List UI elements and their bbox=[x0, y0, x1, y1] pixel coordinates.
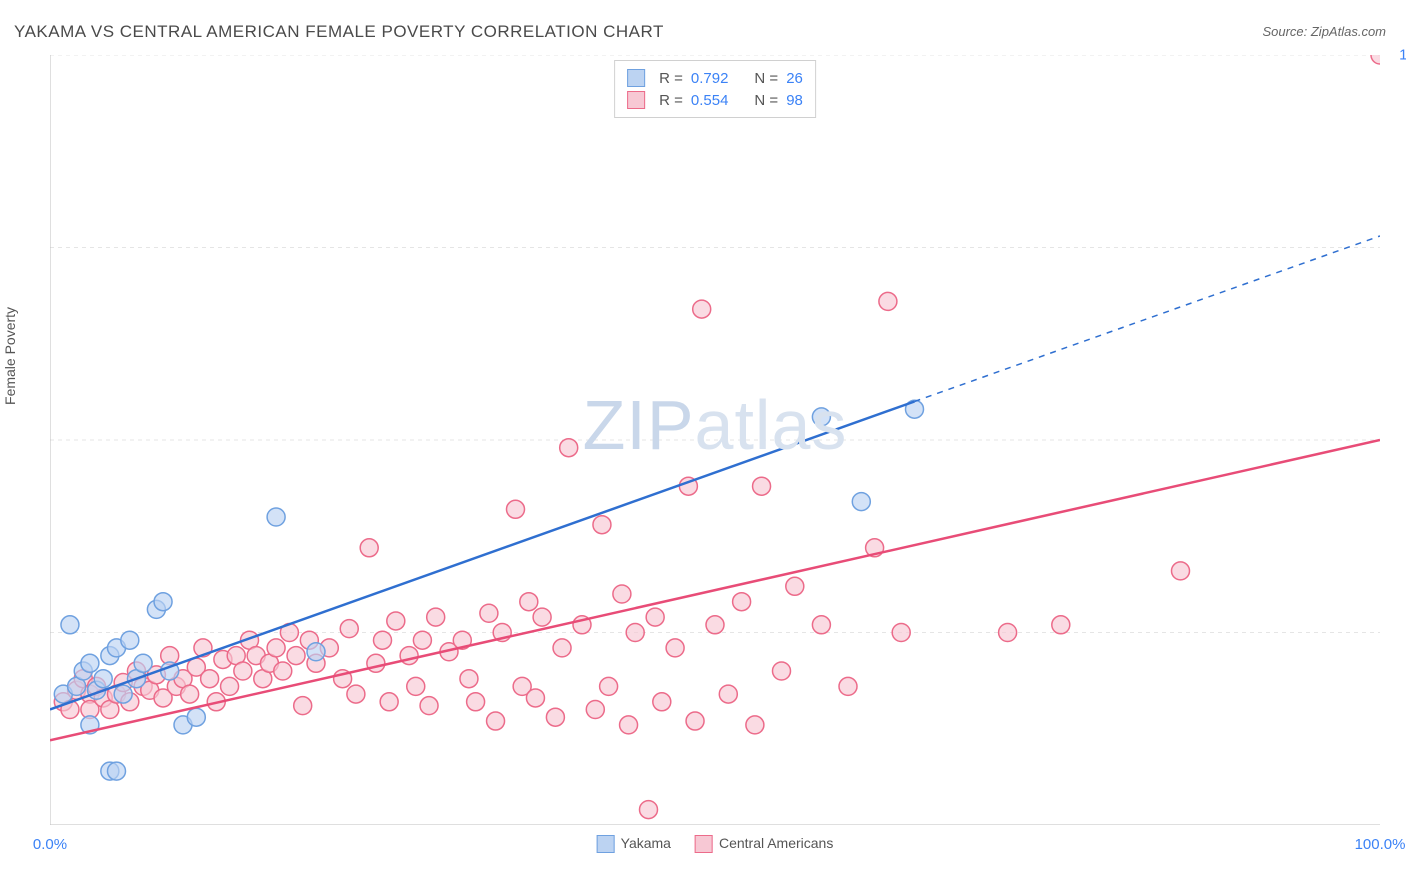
source-attribution: Source: ZipAtlas.com bbox=[1262, 24, 1386, 39]
correlation-legend: R = 0.792 N = 26 R = 0.554 N = 98 bbox=[614, 60, 816, 118]
n-value: 26 bbox=[786, 70, 803, 87]
legend-item-yakama: Yakama bbox=[597, 835, 671, 853]
y-tick-label: 25.0% bbox=[1390, 624, 1406, 641]
r-label: R = bbox=[659, 70, 683, 87]
n-label: N = bbox=[754, 92, 778, 109]
swatch-icon bbox=[695, 835, 713, 853]
swatch-icon bbox=[627, 91, 645, 109]
chart-canvas bbox=[50, 55, 1380, 825]
r-value: 0.792 bbox=[691, 70, 729, 87]
series-legend: Yakama Central Americans bbox=[597, 835, 834, 853]
y-axis-label: Female Poverty bbox=[2, 307, 18, 405]
n-label: N = bbox=[754, 70, 778, 87]
chart-title: YAKAMA VS CENTRAL AMERICAN FEMALE POVERT… bbox=[14, 22, 664, 42]
scatter-plot: ZIPatlas R = 0.792 N = 26 R = 0.554 N = … bbox=[50, 55, 1380, 825]
y-tick-label: 50.0% bbox=[1390, 432, 1406, 449]
legend-item-central: Central Americans bbox=[695, 835, 833, 853]
swatch-icon bbox=[627, 69, 645, 87]
x-tick-label: 100.0% bbox=[1355, 836, 1406, 853]
n-value: 98 bbox=[786, 92, 803, 109]
r-label: R = bbox=[659, 92, 683, 109]
x-tick-label: 0.0% bbox=[33, 836, 67, 853]
swatch-icon bbox=[597, 835, 615, 853]
r-value: 0.554 bbox=[691, 92, 729, 109]
y-tick-label: 100.0% bbox=[1390, 47, 1406, 64]
legend-row-central: R = 0.554 N = 98 bbox=[627, 89, 803, 111]
legend-row-yakama: R = 0.792 N = 26 bbox=[627, 67, 803, 89]
y-tick-label: 75.0% bbox=[1390, 239, 1406, 256]
